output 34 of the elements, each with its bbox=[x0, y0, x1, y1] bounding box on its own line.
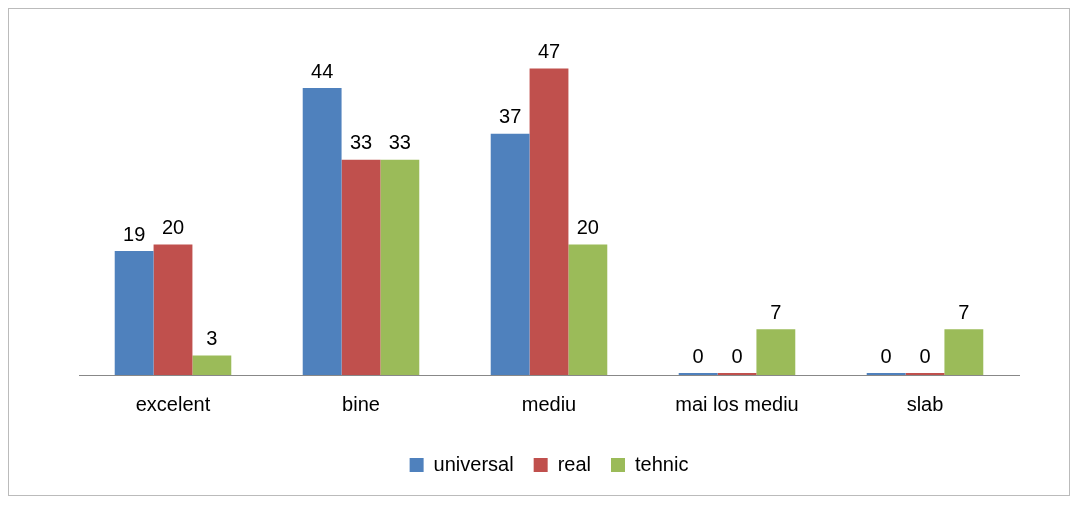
bar bbox=[192, 355, 232, 375]
bar bbox=[302, 88, 342, 375]
legend-label: tehnic bbox=[635, 452, 689, 475]
data-label: 20 bbox=[576, 216, 599, 239]
data-label: 3 bbox=[206, 326, 218, 349]
x-tick-label: mediu bbox=[521, 392, 577, 415]
data-label: 7 bbox=[958, 300, 970, 323]
legend-label: real bbox=[557, 452, 592, 475]
bar bbox=[568, 244, 608, 375]
data-label: 33 bbox=[388, 131, 411, 154]
bar bbox=[341, 159, 381, 375]
bar bbox=[490, 133, 530, 375]
x-tick-label: slab bbox=[906, 392, 944, 415]
x-tick-label: bine bbox=[342, 392, 380, 415]
bar bbox=[529, 68, 569, 375]
bar bbox=[153, 244, 193, 375]
data-label: 47 bbox=[537, 40, 561, 63]
data-label: 0 bbox=[919, 344, 931, 367]
x-tick-label: excelent bbox=[135, 392, 211, 415]
bar bbox=[756, 329, 796, 375]
data-label: 37 bbox=[499, 105, 522, 128]
data-label: 33 bbox=[349, 131, 373, 154]
bar bbox=[944, 329, 984, 375]
data-label: 20 bbox=[161, 216, 185, 239]
legend-label: universal bbox=[433, 452, 514, 475]
data-label: 0 bbox=[692, 344, 704, 367]
bar bbox=[380, 159, 420, 375]
bar bbox=[114, 251, 154, 375]
data-label: 44 bbox=[311, 59, 334, 82]
x-tick-label: mai los mediu bbox=[675, 392, 799, 415]
data-label: 0 bbox=[731, 344, 743, 367]
data-label: 19 bbox=[123, 222, 146, 245]
data-label: 0 bbox=[880, 344, 892, 367]
data-label: 7 bbox=[770, 300, 782, 323]
